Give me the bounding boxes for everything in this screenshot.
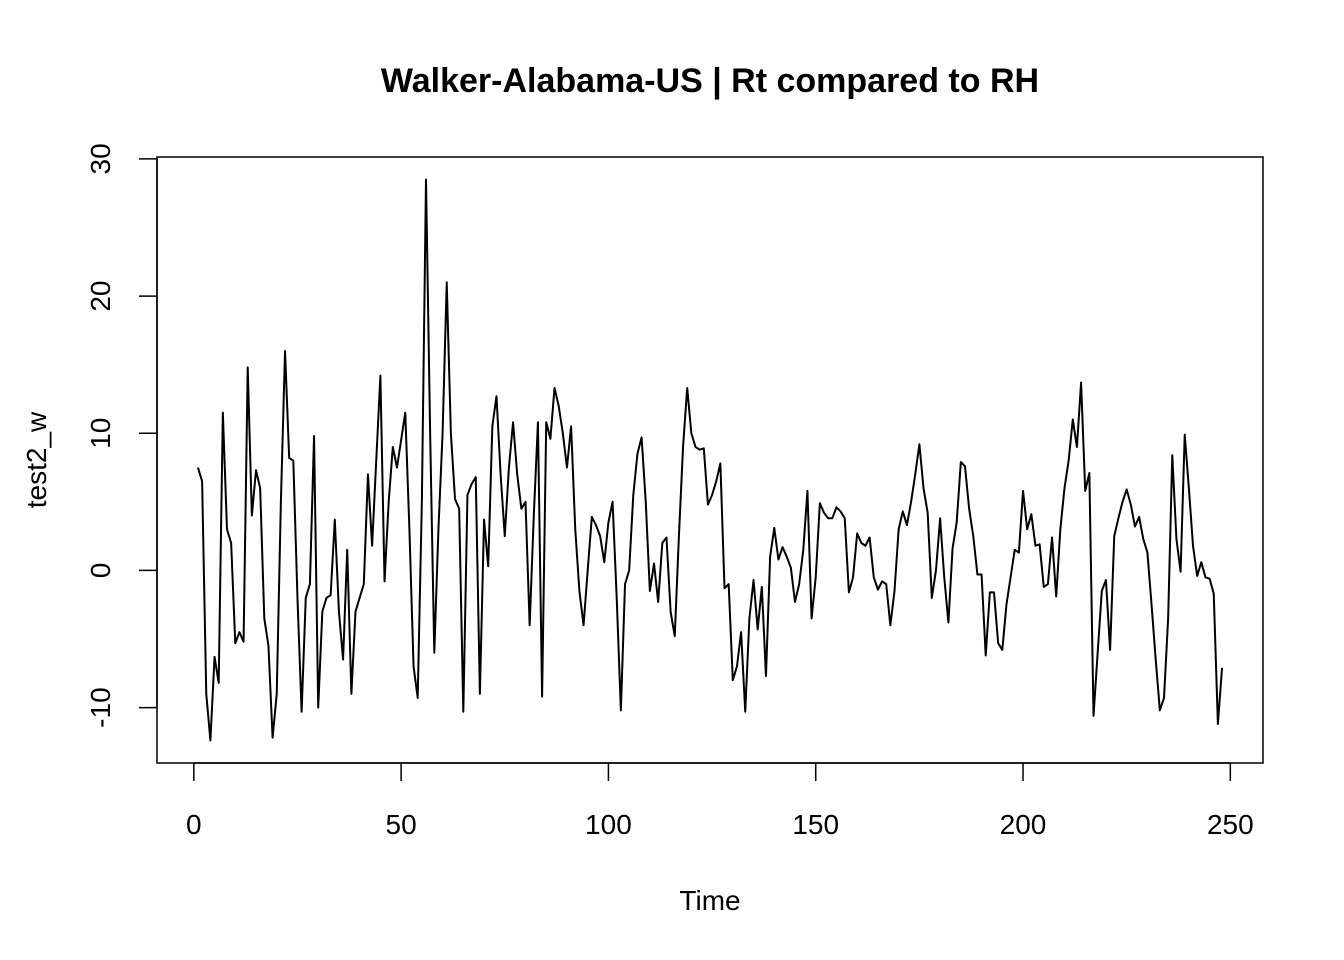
y-tick-label: 10 (85, 418, 116, 449)
x-tick-label: 200 (1000, 809, 1047, 840)
y-tick-label: 20 (85, 281, 116, 312)
x-tick-label: 150 (792, 809, 839, 840)
y-axis-label: test2_w (21, 411, 52, 508)
x-tick-label: 250 (1207, 809, 1254, 840)
x-tick-label: 0 (186, 809, 202, 840)
y-tick-label: 30 (85, 143, 116, 174)
chart-title: Walker-Alabama-US | Rt compared to RH (381, 62, 1039, 100)
x-tick-label: 100 (585, 809, 632, 840)
y-tick-label: -10 (85, 687, 116, 727)
y-tick-label: 0 (85, 563, 116, 579)
series-line (197, 178, 1224, 742)
x-tick-label: 50 (386, 809, 417, 840)
x-axis-label: Time (679, 885, 740, 916)
